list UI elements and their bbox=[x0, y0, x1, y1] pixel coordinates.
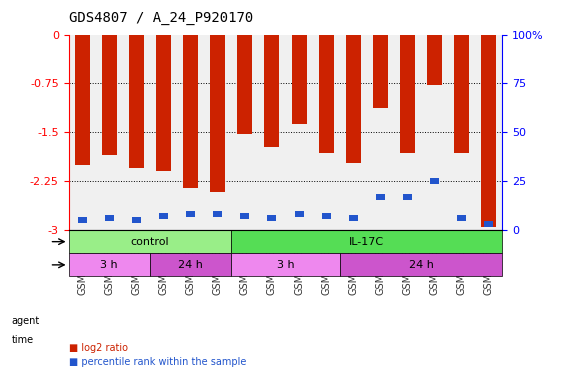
Bar bbox=[403, 194, 412, 200]
Bar bbox=[102, 35, 116, 155]
Text: 24 h: 24 h bbox=[178, 260, 203, 270]
Text: control: control bbox=[131, 237, 169, 247]
Bar bbox=[231, 230, 502, 253]
Bar bbox=[376, 194, 385, 200]
Bar bbox=[231, 253, 340, 276]
Bar bbox=[69, 253, 150, 276]
Text: IL-17C: IL-17C bbox=[349, 237, 384, 247]
Bar bbox=[457, 215, 467, 221]
Bar bbox=[346, 35, 361, 163]
Bar bbox=[240, 214, 250, 219]
Bar bbox=[430, 178, 439, 184]
Bar bbox=[104, 215, 114, 221]
Bar bbox=[150, 253, 231, 276]
Bar bbox=[75, 35, 90, 165]
Bar bbox=[238, 35, 252, 134]
Bar bbox=[213, 212, 222, 217]
Text: agent: agent bbox=[11, 316, 39, 326]
Bar bbox=[267, 215, 276, 221]
Bar bbox=[186, 212, 195, 217]
Text: GDS4807 / A_24_P920170: GDS4807 / A_24_P920170 bbox=[69, 11, 253, 25]
Bar bbox=[340, 253, 502, 276]
Bar bbox=[183, 35, 198, 188]
Bar bbox=[319, 35, 333, 153]
Bar bbox=[69, 230, 231, 253]
Text: time: time bbox=[11, 335, 34, 345]
Bar bbox=[484, 221, 493, 227]
Bar bbox=[132, 217, 141, 223]
Bar bbox=[427, 35, 442, 85]
Bar bbox=[210, 35, 225, 192]
Bar bbox=[129, 35, 144, 168]
Bar bbox=[78, 217, 87, 223]
Bar bbox=[264, 35, 279, 147]
Bar bbox=[295, 212, 304, 217]
Text: ■ percentile rank within the sample: ■ percentile rank within the sample bbox=[69, 357, 246, 367]
Bar bbox=[321, 214, 331, 219]
Text: 3 h: 3 h bbox=[100, 260, 118, 270]
Text: ■ log2 ratio: ■ log2 ratio bbox=[69, 343, 127, 353]
Bar bbox=[455, 35, 469, 153]
Text: 24 h: 24 h bbox=[409, 260, 433, 270]
Bar bbox=[400, 35, 415, 153]
Bar bbox=[373, 35, 388, 108]
Bar bbox=[159, 214, 168, 219]
Bar bbox=[156, 35, 171, 171]
Text: 3 h: 3 h bbox=[277, 260, 294, 270]
Bar bbox=[481, 35, 496, 227]
Bar bbox=[292, 35, 307, 124]
Bar bbox=[349, 215, 358, 221]
